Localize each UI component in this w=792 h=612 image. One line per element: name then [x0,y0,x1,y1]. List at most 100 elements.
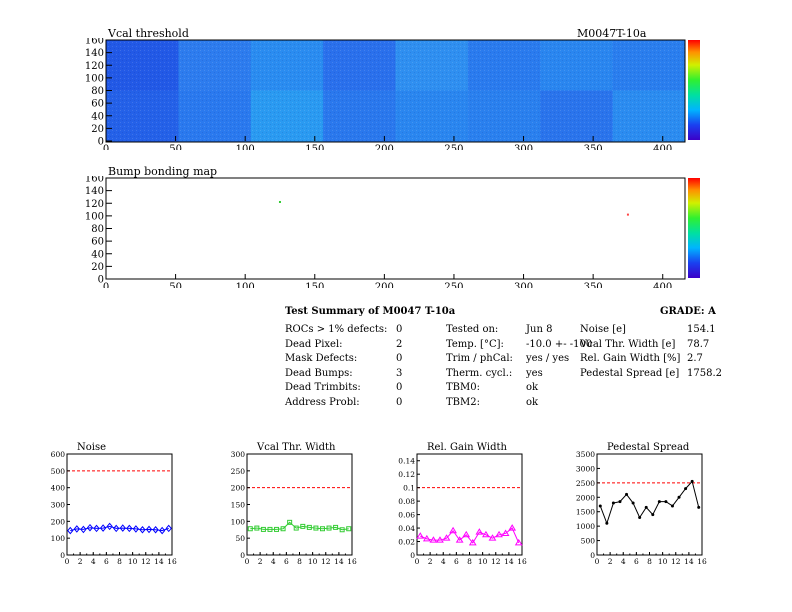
y-tick-label: 140 [85,186,104,197]
summary-label: Noise [e] [580,324,626,335]
data-point [274,526,280,532]
bump-bonding-title: Bump bonding map [108,165,218,178]
summary-value: 2.7 [687,353,703,364]
x-tick-label: 200 [375,282,394,288]
summary-label: Temp. [°C]: [446,338,504,350]
data-point [126,524,133,533]
x-tick-label: 100 [236,282,255,288]
vcal-colorbar [688,40,700,140]
data-point [287,519,293,525]
y-tick-label: 60 [91,237,104,248]
data-point [333,524,339,530]
x-tick-label: 0 [103,144,109,150]
y-tick-label: 160 [85,176,104,185]
data-point [247,526,253,532]
summary-value: yes [526,367,543,379]
series-line [70,525,169,532]
x-tick-label: 350 [584,282,603,288]
y-tick-label: 0 [60,551,65,560]
x-tick-label: 12 [141,557,151,566]
data-point [436,536,444,543]
data-point [67,526,74,535]
summary-label: Tested on: [446,324,499,335]
vcal-threshold-title: Vcal threshold [108,27,189,40]
y-tick-label: 3000 [576,464,595,473]
y-tick-label: 600 [51,450,66,459]
x-tick-label: 10 [308,557,318,566]
y-tick-label: 0.04 [398,524,415,533]
data-point [416,532,425,539]
summary-label: Therm. cycl.: [446,367,513,379]
x-tick-label: 300 [514,282,533,288]
chart-title: Vcal Thr. Width [256,442,336,453]
y-tick-label: 20 [91,124,104,135]
bump-bonding-map: 0 50 100 150 200 250 300 350 4000204060801001201… [85,176,700,288]
y-tick-label: 120 [85,61,104,72]
dead-bump-point [626,213,629,216]
summary-label: Vcal Thr. Width [e] [580,338,676,350]
y-tick-label: 40 [91,249,104,260]
summary-label: Pedestal Spread [e] [580,367,680,379]
data-point [300,523,306,529]
y-tick-label: 0.06 [398,511,415,520]
summary-value: ok [526,396,539,408]
summary-label: Address Probl: [285,396,360,408]
x-tick-label: 2 [258,557,263,566]
x-tick-label: 4 [621,557,626,566]
data-point [442,534,451,541]
y-tick-label: 40 [91,111,104,122]
data-point [319,526,325,532]
data-point [670,504,674,508]
plot-frame [66,453,173,556]
summary-value: 3 [396,367,403,379]
data-point [657,500,661,504]
data-point [145,525,153,534]
y-tick-label: 150 [231,501,246,510]
y-tick-label: 100 [51,534,66,543]
data-point [475,528,484,535]
x-tick-label: 16 [517,557,527,566]
y-tick-label: 140 [85,48,104,59]
y-tick-label: 0 [590,551,595,560]
x-tick-label: 200 [375,144,394,150]
y-tick-label: 0 [98,275,104,286]
y-tick-label: 500 [581,537,596,546]
x-tick-label: 12 [321,557,331,566]
summary-value: 154.1 [687,324,716,335]
summary-label: Dead Trimbits: [285,382,361,393]
data-point [644,505,648,509]
y-tick-label: 2000 [576,493,595,502]
x-tick-label: 400 [653,144,672,150]
y-tick-label: 0.08 [398,497,415,506]
x-tick-label: 4 [91,557,96,566]
data-point [514,538,523,546]
data-point [106,522,113,531]
y-tick-label: 200 [51,517,66,526]
chart-title: Rel. Gain Width [427,442,507,453]
x-tick-label: 8 [297,557,302,566]
data-point [293,525,299,531]
data-point [339,527,345,533]
grade-label: GRADE: A [660,306,716,317]
summary-value: 0 [396,382,403,393]
data-point [139,525,146,534]
summary-value: ok [526,382,539,393]
data-point [422,534,431,542]
data-point [119,524,126,532]
y-tick-label: 1500 [576,508,595,517]
data-point [267,526,273,532]
x-tick-label: 0 [65,557,70,566]
x-tick-label: 4 [441,557,446,566]
data-point [638,515,642,519]
series-line [599,480,700,525]
x-tick-label: 10 [658,557,668,566]
y-tick-label: 100 [85,73,104,84]
summary-label: Rel. Gain Width [%] [580,353,681,364]
summary-label: Dead Pixel: [285,338,343,350]
data-point [611,501,615,505]
x-tick-label: 12 [671,557,681,566]
data-point [165,524,172,533]
x-tick-label: 14 [154,557,164,566]
x-tick-label: 250 [444,282,463,288]
